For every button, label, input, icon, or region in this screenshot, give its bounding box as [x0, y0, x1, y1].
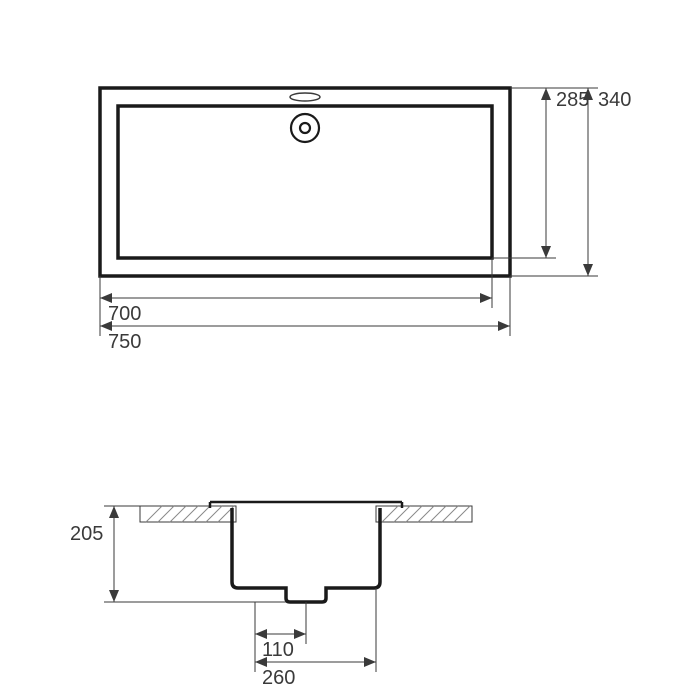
dim-height-outer: 340	[510, 88, 631, 276]
basin-inner-rect	[118, 106, 492, 258]
top-view: 285 340 700 750	[100, 88, 631, 353]
basin-profile	[232, 508, 380, 602]
dim-height-inner: 285	[492, 88, 589, 258]
dim-width-outer: 750	[100, 276, 510, 353]
counter-right	[376, 506, 472, 522]
basin-outer-rect	[100, 88, 510, 276]
section-view: 205 110 260	[70, 502, 472, 689]
dim-label-260: 260	[262, 667, 295, 689]
technical-drawing: 285 340 700 750	[0, 0, 700, 700]
dim-drain-width: 110	[255, 602, 306, 661]
dim-label-205: 205	[70, 523, 103, 545]
counter-left	[140, 506, 236, 522]
drain-outer-circle	[291, 114, 319, 142]
dim-label-700: 700	[108, 303, 141, 325]
faucet-mark	[290, 93, 320, 101]
dim-width-inner: 700	[100, 258, 492, 325]
dim-label-750: 750	[108, 331, 141, 353]
drain-inner-circle	[300, 123, 310, 133]
dim-label-340: 340	[598, 89, 631, 111]
